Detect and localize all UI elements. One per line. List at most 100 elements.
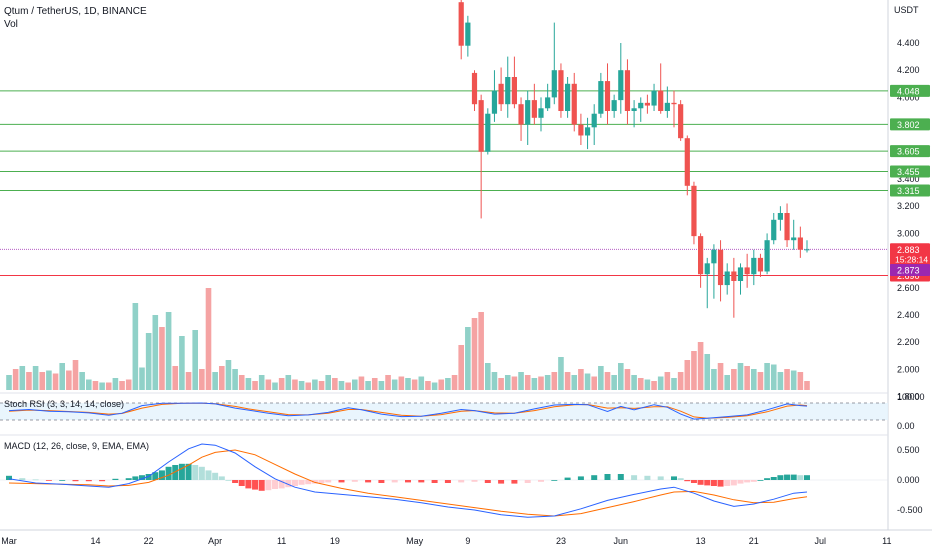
macd-histogram-bar — [125, 478, 132, 480]
macd-histogram-bar — [604, 474, 611, 480]
stoch-rsi-lines — [8, 402, 808, 420]
macd-histogram-bar — [764, 478, 771, 480]
level-price-tag-3-bg — [890, 165, 930, 178]
volume-bar — [398, 376, 405, 390]
candle-body — [757, 257, 764, 272]
level-price-tag-4: 3.315 — [897, 186, 920, 196]
candle-body — [711, 249, 717, 264]
macd-histogram-bar — [278, 480, 285, 489]
macd-histogram-bar — [351, 480, 358, 482]
volume-bar — [59, 363, 65, 390]
macd-histogram-bar — [218, 476, 225, 480]
volume-bar — [544, 375, 551, 390]
volume-bar — [584, 373, 591, 390]
volume-bar — [784, 369, 790, 390]
macd-histogram-bar — [405, 480, 411, 483]
volume-bar — [644, 379, 651, 390]
volume-bar — [385, 375, 391, 390]
macd-histogram-bar — [365, 480, 372, 483]
macd-histogram-bar — [291, 480, 298, 486]
date-tick-label: 11 — [882, 536, 891, 546]
macd-histogram-bar — [551, 480, 558, 481]
candle-body — [584, 127, 591, 136]
volume-bar — [591, 376, 597, 390]
macd-histogram-bar — [717, 480, 724, 487]
volume-bar — [478, 312, 484, 390]
macd-histogram-bar — [591, 475, 598, 480]
candle-body — [624, 70, 631, 111]
macd-histogram-bar — [165, 466, 172, 480]
volume-bar — [770, 364, 777, 390]
volume-bar — [538, 376, 544, 390]
date-tick-label: 22 — [144, 536, 154, 546]
currency-label: USDT — [894, 5, 919, 15]
price-tick-label: 4.400 — [897, 38, 920, 48]
macd-histogram-bar — [617, 474, 624, 480]
volume-bar — [325, 375, 331, 390]
volume-bar — [145, 333, 152, 390]
level-price-tag-3: 3.455 — [897, 167, 920, 177]
volume-bar — [684, 360, 691, 390]
volume-bar — [751, 369, 757, 390]
volume-bar — [352, 379, 358, 390]
macd-histogram-bar — [298, 480, 305, 485]
candle-body — [498, 83, 504, 105]
volume-bar — [491, 372, 498, 390]
candle-body — [658, 90, 664, 111]
volume-bar — [92, 381, 99, 390]
candle-body — [777, 213, 783, 220]
macd-histogram-bar — [85, 480, 92, 482]
macd-histogram-bar — [338, 480, 345, 483]
macd-histogram-bar — [797, 475, 804, 480]
macd-histogram-bar — [205, 470, 212, 480]
macd-histogram-bar — [265, 480, 272, 491]
macd-line — [8, 443, 808, 518]
volume-bar — [411, 379, 418, 390]
macd-histogram-bar — [32, 479, 39, 481]
volume-bar — [192, 330, 198, 390]
volume-bar — [697, 342, 704, 390]
volume-bar — [438, 379, 445, 390]
volume-bar — [172, 366, 179, 390]
candle-body — [804, 249, 810, 251]
volume-bar — [298, 381, 305, 390]
volume-bar — [558, 357, 564, 390]
volume-bar — [391, 379, 398, 390]
volume-bar — [757, 372, 764, 390]
volume-bar — [19, 366, 26, 390]
volume-bar — [571, 375, 578, 390]
candle-body — [678, 104, 684, 139]
volume-bar — [338, 381, 345, 390]
volume-bar — [6, 375, 12, 390]
candle-body — [618, 70, 624, 101]
candle-body — [478, 100, 484, 152]
date-axis[interactable]: Mar 14 22 Apr 11 19 May 9 23 Jun 13 21 Jul 11 — [1, 536, 891, 546]
candle-body — [525, 100, 531, 125]
volume-bar — [764, 363, 770, 390]
level-price-tag-2-bg — [890, 145, 930, 158]
volume-bar — [272, 382, 278, 390]
candle-body — [764, 240, 770, 272]
macd-histogram-bar — [59, 480, 66, 481]
volume-bar — [671, 378, 677, 390]
volume-bar — [704, 354, 711, 390]
macd-histogram-bar — [790, 474, 797, 480]
candle-body — [611, 100, 617, 111]
macd-histogram-bar — [671, 476, 677, 480]
volume-bar — [12, 369, 19, 390]
stoch-rsi-tick-label: 100.00 — [897, 392, 925, 402]
price-tick-label: 2.400 — [897, 310, 920, 320]
volume-bar — [664, 372, 671, 390]
volume-bar — [199, 369, 205, 390]
volume-bar — [318, 381, 325, 390]
macd-histogram-bar — [690, 480, 697, 483]
volume-bar — [691, 351, 697, 390]
candle-body — [505, 77, 511, 105]
horizontal-levels — [0, 90, 888, 277]
macd-histogram-bar — [139, 475, 145, 480]
volume-bar — [159, 327, 165, 390]
date-tick-label: Jul — [815, 536, 827, 546]
volume-bar — [518, 372, 524, 390]
macd-histogram-bar — [710, 480, 717, 486]
